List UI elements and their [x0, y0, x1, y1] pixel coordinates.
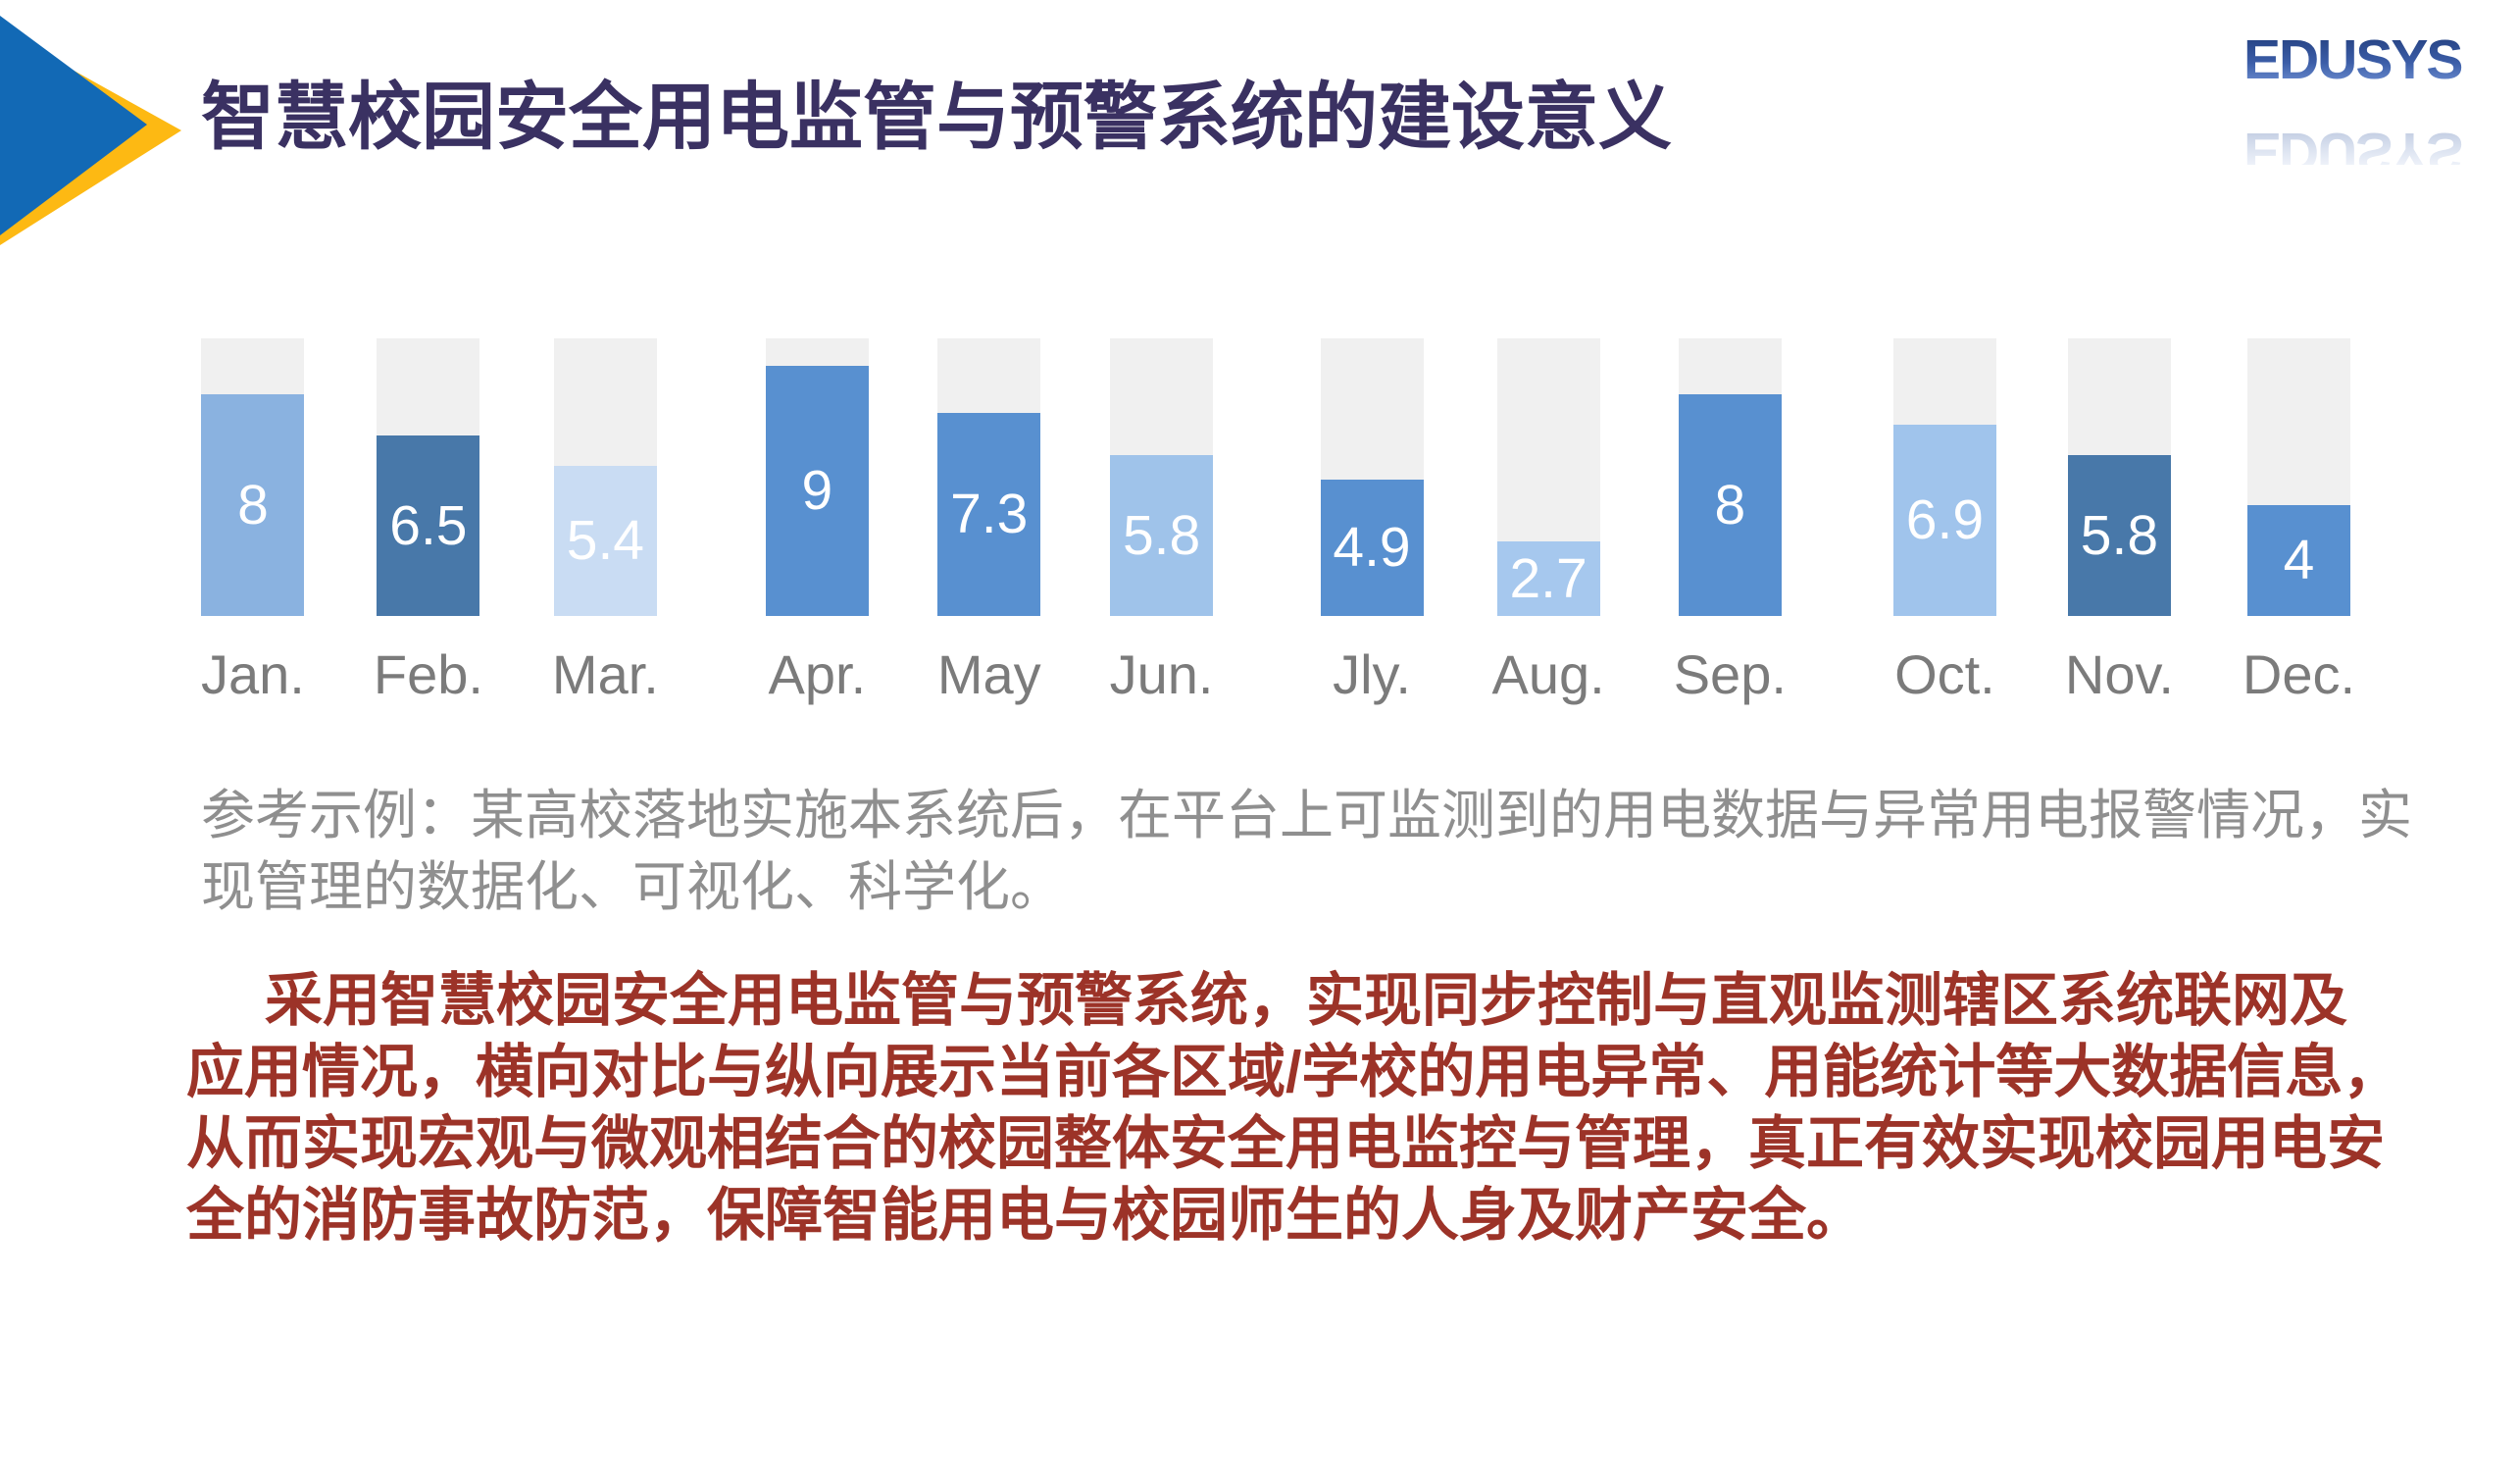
logo-text: EDUSYS	[2243, 28, 2461, 91]
bar-value-label: 4	[2283, 529, 2315, 591]
bar-fill: 6.5	[377, 435, 480, 616]
bar-value-label: 6.9	[1905, 488, 1985, 551]
bar-category-label: Sep.	[1673, 643, 1787, 705]
bar-track: 4	[2246, 338, 2350, 616]
chart-caption: 参考示例：某高校落地实施本系统后，在平台上可监测到的用电数据与异常用电报警情况，…	[201, 780, 2412, 923]
bar-column: 4 Dec.	[2243, 338, 2355, 702]
bar-value-label: 5.4	[566, 509, 644, 572]
bar-column: 8 Jan.	[201, 338, 305, 702]
logo-reflection: EDUSYS	[2243, 121, 2461, 165]
bar-fill: 4.9	[1320, 480, 1424, 616]
bar-value-label: 2.7	[1509, 546, 1588, 610]
bar-chart: 8 Jan. 6.5 Feb. 5.4 Mar. 9 Apr. 7.3 May 5.8 Jun. 4.9…	[201, 338, 2355, 702]
bar-fill: 5.8	[2067, 455, 2171, 616]
bar-column: 5.4 Mar.	[552, 338, 659, 702]
paragraph-line: 从而实现宏观与微观相结合的校园整体安全用电监控与管理，真正有效实现校园用电安	[186, 1111, 2386, 1176]
bar-value-label: 4.9	[1333, 516, 1411, 579]
bar-track: 4.9	[1320, 338, 1424, 616]
bar-track: 5.4	[553, 338, 657, 616]
bar-value-label: 7.3	[950, 483, 1029, 545]
bar-fill: 5.8	[1110, 455, 1214, 616]
bar-value-label: 5.8	[1122, 503, 1201, 567]
bar-track: 9	[765, 338, 869, 616]
bar-category-label: Dec.	[2242, 643, 2356, 705]
bar-track: 8	[201, 338, 305, 616]
bar-category-label: Aug.	[1491, 643, 1605, 705]
bar-fill: 9	[765, 366, 869, 616]
bar-column: 4.9 Jly.	[1320, 338, 1424, 705]
bar-category-label: Jly.	[1333, 643, 1411, 705]
bar-fill: 8	[201, 394, 305, 616]
bar-category-label: May	[936, 643, 1041, 705]
bar-column: 9 Apr.	[765, 338, 869, 705]
bar-column: 5.8 Jun.	[1110, 338, 1214, 702]
bar-column: 6.5 Feb.	[374, 338, 483, 702]
bar-track: 8	[1678, 338, 1782, 616]
bar-track: 6.5	[377, 338, 480, 616]
bar-category-label: Oct.	[1894, 643, 1995, 705]
caption-line: 现管理的数据化、可视化、科学化。	[201, 856, 1065, 917]
page-title: 智慧校园安全用电监管与预警系统的建设意义	[201, 76, 1673, 158]
bar-track: 2.7	[1496, 338, 1600, 616]
bar-column: 6.9 Oct.	[1892, 338, 1996, 705]
bar-value-label: 8	[237, 473, 269, 537]
bar-track: 5.8	[1110, 338, 1214, 616]
bar-value-label: 8	[1714, 473, 1746, 537]
bar-column: 2.7 Aug.	[1492, 338, 1605, 702]
bar-category-label: Feb.	[373, 643, 483, 705]
bar-value-label: 9	[801, 459, 833, 522]
bar-fill: 7.3	[937, 413, 1041, 616]
paragraph-line: 应用情况，横向对比与纵向展示当前各区域/学校的用电异常、用能统计等大数据信息，	[186, 1040, 2401, 1104]
bar-track: 5.8	[2067, 338, 2171, 616]
bar-category-label: Apr.	[768, 643, 867, 705]
bar-track: 7.3	[937, 338, 1041, 616]
bar-column: 7.3 May	[937, 338, 1041, 702]
caption-line: 参考示例：某高校落地实施本系统后，在平台上可监测到的用电数据与异常用电报警情况，…	[201, 785, 2413, 845]
paragraph-line: 全的消防事故防范，保障智能用电与校园师生的人身及财产安全。	[186, 1183, 1865, 1248]
corner-accent-icon	[0, 16, 181, 245]
bar-category-label: Nov.	[2064, 643, 2174, 705]
bar-value-label: 6.5	[389, 493, 468, 557]
bar-category-label: Jan.	[201, 643, 305, 705]
bar-fill: 5.4	[553, 466, 657, 616]
bar-fill: 2.7	[1496, 541, 1600, 616]
bar-category-label: Mar.	[551, 643, 659, 705]
corner-accent-blue-triangle	[0, 16, 147, 235]
bar-category-label: Jun.	[1109, 643, 1214, 705]
bar-fill: 6.9	[1892, 425, 1996, 616]
bar-track: 6.9	[1892, 338, 1996, 616]
bar-value-label: 5.8	[2080, 503, 2159, 567]
bar-column: 8 Sep.	[1674, 338, 1787, 702]
logo: EDUSYS EDUSYS	[2243, 28, 2463, 165]
body-paragraph: 采用智慧校园安全用电监管与预警系统，实现同步控制与直观监测辖区系统联网及应用情况…	[186, 965, 2400, 1252]
paragraph-line: 采用智慧校园安全用电监管与预警系统，实现同步控制与直观监测辖区系统联网及	[265, 968, 2348, 1033]
bar-column: 5.8 Nov.	[2065, 338, 2174, 702]
bar-fill: 4	[2246, 505, 2350, 616]
bar-fill: 8	[1678, 394, 1782, 616]
